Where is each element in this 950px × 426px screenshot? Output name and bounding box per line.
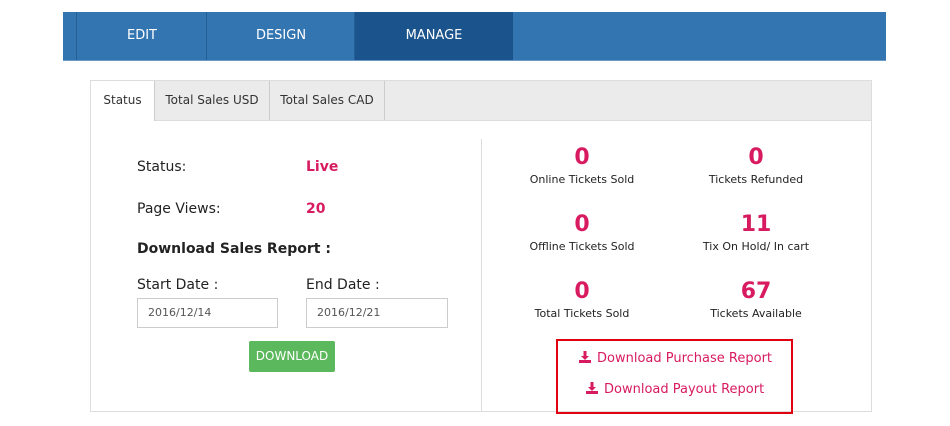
stat-label: Total Tickets Sold xyxy=(534,307,630,320)
nav-tab-edit[interactable]: EDIT xyxy=(76,12,207,60)
status-value: Live xyxy=(306,159,339,175)
stat-value: 0 xyxy=(574,279,590,304)
end-date-label: End Date : xyxy=(306,277,380,293)
start-date-input[interactable]: 2016/12/14 xyxy=(137,298,278,328)
nav-tab-design[interactable]: DESIGN xyxy=(206,12,355,60)
stat-label: Tix On Hold/ In cart xyxy=(702,240,810,253)
stat-total-sold: 0 Total Tickets Sold xyxy=(497,279,667,320)
tab-status[interactable]: Status xyxy=(91,81,155,121)
nav-tab-manage[interactable]: MANAGE xyxy=(354,12,513,60)
top-nav: EDIT DESIGN MANAGE xyxy=(63,12,886,61)
download-payout-report-link[interactable]: Download Payout Report xyxy=(586,382,764,397)
status-label: Status: xyxy=(137,159,187,175)
stat-label: Offline Tickets Sold xyxy=(529,240,635,253)
page-views-value: 20 xyxy=(306,201,326,217)
stat-available: 67 Tickets Available xyxy=(671,279,841,320)
stat-label: Tickets Available xyxy=(710,307,802,320)
stat-label: Tickets Refunded xyxy=(708,173,804,186)
tab-total-sales-cad[interactable]: Total Sales CAD xyxy=(270,81,385,120)
stat-label: Online Tickets Sold xyxy=(529,173,635,186)
tab-total-sales-usd[interactable]: Total Sales USD xyxy=(155,81,270,120)
stat-offline-sold: 0 Offline Tickets Sold xyxy=(497,212,667,253)
stat-value: 67 xyxy=(740,279,772,304)
download-icon xyxy=(586,382,598,394)
page-views-label: Page Views: xyxy=(137,201,221,217)
report-heading: Download Sales Report : xyxy=(137,241,331,257)
stat-refunded: 0 Tickets Refunded xyxy=(671,145,841,186)
stat-value: 0 xyxy=(574,212,590,237)
stat-value: 0 xyxy=(748,145,764,170)
stat-online-sold: 0 Online Tickets Sold xyxy=(497,145,667,186)
end-date-input[interactable]: 2016/12/21 xyxy=(306,298,448,328)
stat-value: 11 xyxy=(740,212,772,237)
download-button[interactable]: DOWNLOAD xyxy=(249,341,335,372)
link-label: Download Purchase Report xyxy=(597,351,773,366)
stat-value: 0 xyxy=(574,145,590,170)
link-label: Download Payout Report xyxy=(604,382,765,397)
tab-bar: Status Total Sales USD Total Sales CAD xyxy=(91,81,871,121)
report-links-highlight xyxy=(556,339,793,414)
stat-on-hold: 11 Tix On Hold/ In cart xyxy=(671,212,841,253)
manage-panel: Status Total Sales USD Total Sales CAD xyxy=(90,80,872,412)
download-icon xyxy=(579,351,591,363)
divider xyxy=(481,139,482,411)
download-purchase-report-link[interactable]: Download Purchase Report xyxy=(579,351,772,366)
start-date-label: Start Date : xyxy=(137,277,219,293)
